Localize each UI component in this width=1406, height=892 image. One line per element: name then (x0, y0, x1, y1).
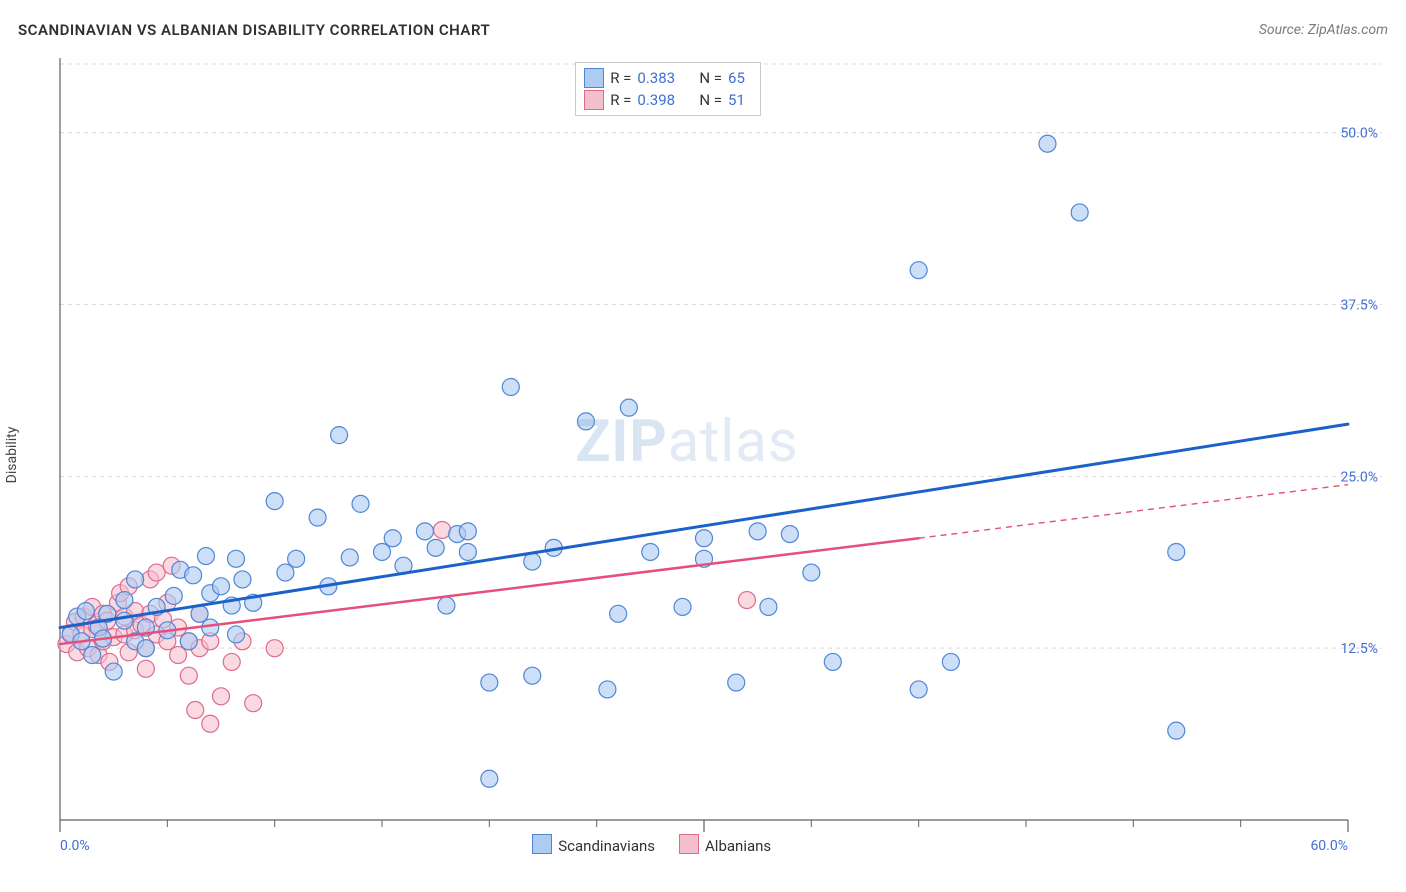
legend-item: Albanians (679, 834, 771, 855)
legend-swatch (532, 834, 552, 854)
legend-item: Scandinavians (532, 834, 655, 855)
legend-label: Albanians (705, 837, 771, 855)
svg-text:0.0%: 0.0% (60, 838, 90, 854)
svg-text:25.0%: 25.0% (1340, 469, 1378, 485)
r-label: R = (610, 67, 631, 89)
svg-text:50.0%: 50.0% (1340, 126, 1378, 142)
chart-area: Disability 50.0%37.5%25.0%12.5%0.0%60.0%… (30, 50, 1390, 860)
svg-text:12.5%: 12.5% (1340, 641, 1378, 657)
chart-title: SCANDINAVIAN VS ALBANIAN DISABILITY CORR… (18, 21, 490, 39)
r-value: 0.398 (637, 89, 685, 111)
scatter-plot: 50.0% 37.5% 25.0% 12.5% 0.0% 60.0% (56, 50, 1390, 860)
chart-header: SCANDINAVIAN VS ALBANIAN DISABILITY CORR… (0, 0, 1406, 50)
r-value: 0.383 (637, 67, 685, 89)
n-label: N = (699, 67, 722, 89)
n-label: N = (699, 89, 722, 111)
svg-text:37.5%: 37.5% (1340, 298, 1378, 314)
chart-source: Source: ZipAtlas.com (1259, 22, 1388, 38)
legend-swatch (679, 834, 699, 854)
stats-row: R = 0.398 N = 51 (584, 89, 752, 111)
stats-swatch (584, 90, 604, 110)
svg-text:60.0%: 60.0% (1310, 838, 1348, 854)
stats-legend-box: R = 0.383 N = 65 R = 0.398 N = 51 (575, 62, 761, 116)
n-value: 51 (728, 89, 752, 111)
y-axis-label: Disability (4, 427, 20, 484)
stats-row: R = 0.383 N = 65 (584, 67, 752, 89)
r-label: R = (610, 89, 631, 111)
series-legend: Scandinavians Albanians (532, 834, 771, 855)
stats-swatch (584, 68, 604, 88)
legend-label: Scandinavians (558, 837, 655, 855)
n-value: 65 (728, 67, 752, 89)
